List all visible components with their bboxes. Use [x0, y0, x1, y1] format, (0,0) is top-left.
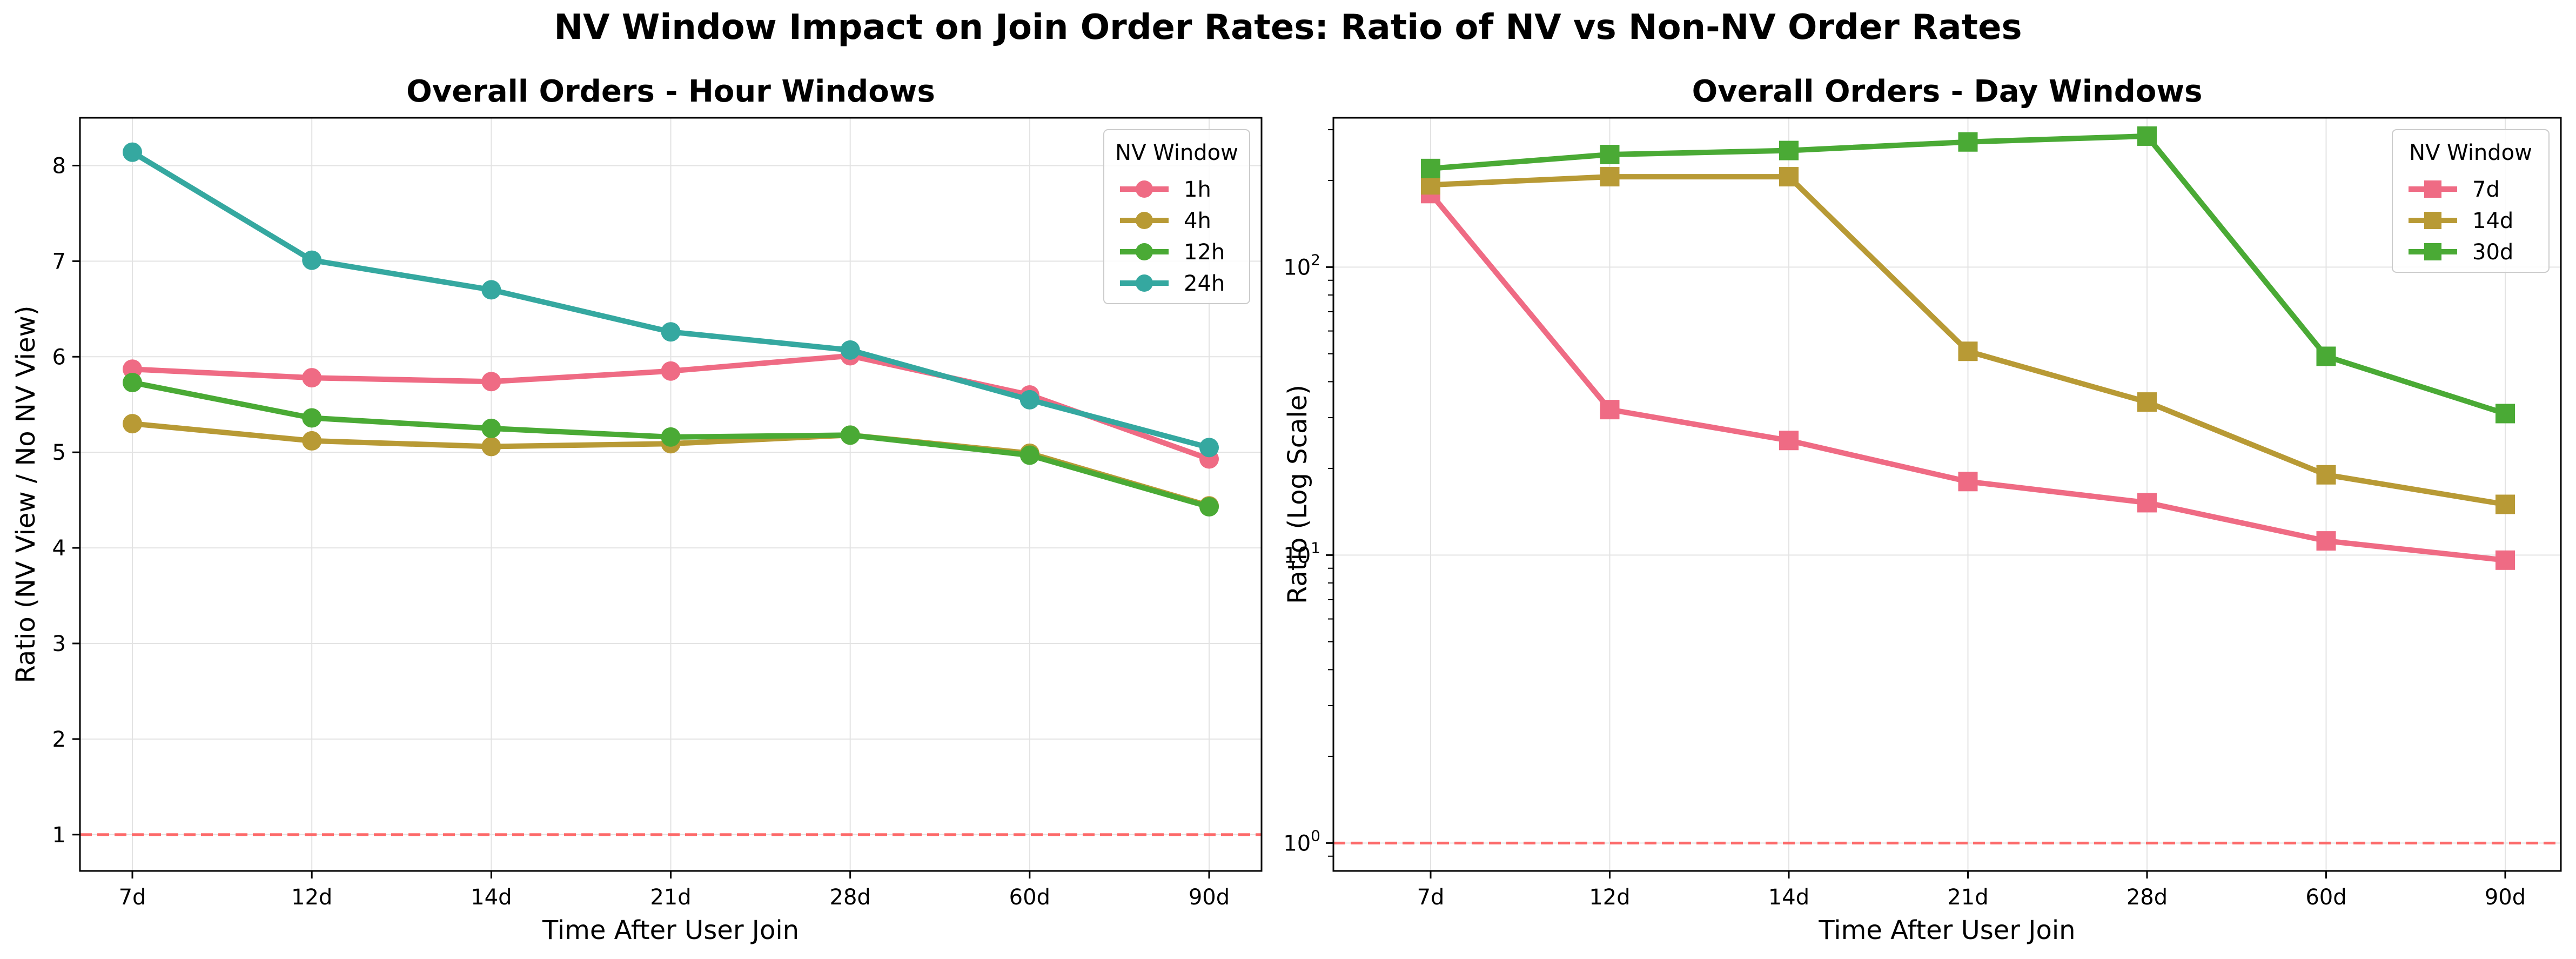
legend-marker-7d [2424, 180, 2441, 198]
y-tick-label: 101 [1283, 539, 1320, 568]
legend-marker-30d [2424, 243, 2441, 260]
data-point-30d [1421, 158, 1440, 178]
y-tick-label: 2 [52, 727, 66, 752]
data-point-14d [2316, 465, 2336, 485]
data-point-24h [1199, 438, 1219, 458]
x-tick-label: 60d [1009, 885, 1050, 910]
data-point-12h [302, 408, 322, 428]
data-point-14d [1779, 167, 1799, 187]
legend-marker-1h [1136, 180, 1153, 198]
data-point-14d [2137, 392, 2157, 412]
legend-box [1103, 129, 1250, 304]
y-tick-label: 6 [52, 345, 66, 370]
data-point-24h [123, 142, 142, 162]
y-tick-label: 1 [52, 823, 66, 848]
legend: NV Window 7d 14d 30d [2392, 129, 2550, 273]
x-tick-label: 90d [2485, 885, 2526, 910]
y-tick-label: 7 [52, 249, 66, 274]
legend-label-30d: 30d [2472, 240, 2513, 265]
x-tick-label: 14d [1768, 885, 1809, 910]
legend-title: NV Window [2409, 140, 2532, 165]
subplot-title: Overall Orders - Hour Windows [406, 74, 935, 109]
x-tick-label: 90d [1189, 885, 1230, 910]
data-point-24h [481, 280, 501, 300]
data-point-14d [1600, 167, 1620, 187]
subplot-title: Overall Orders - Day Windows [1692, 74, 2203, 109]
data-point-12h [1019, 445, 1039, 465]
data-point-12h [481, 418, 501, 438]
legend: NV Window 1h 4h 12h 24h [1103, 129, 1250, 304]
y-axis-label: Ratio (Log Scale) [1283, 385, 1313, 604]
legend-marker-24h [1136, 274, 1153, 292]
data-point-1h [661, 361, 681, 381]
x-tick-label: 60d [2305, 885, 2346, 910]
legend-label-24h: 24h [1184, 271, 1225, 296]
data-point-4h [123, 414, 142, 434]
x-axis-label: Time After User Join [1818, 915, 2075, 945]
legend-label-12h: 12h [1184, 240, 1225, 265]
data-point-12h [840, 425, 860, 445]
x-tick-label: 12d [1589, 885, 1630, 910]
y-tick-label: 3 [52, 632, 66, 656]
legend-marker-4h [1136, 212, 1153, 229]
data-point-1h [481, 372, 501, 392]
plot-frame [1332, 117, 2562, 872]
x-tick-label: 7d [1417, 885, 1445, 910]
x-tick-label: 14d [471, 885, 512, 910]
figure-title: NV Window Impact on Join Order Rates: Ra… [554, 8, 2022, 48]
legend-label-7d: 7d [2472, 177, 2500, 202]
data-point-30d [1779, 140, 1799, 160]
legend-marker-12h [1136, 243, 1153, 260]
data-point-7d [1779, 431, 1799, 451]
data-point-4h [481, 437, 501, 457]
data-point-12h [1199, 497, 1219, 517]
legend-label-1h: 1h [1184, 177, 1211, 202]
data-point-1h [123, 359, 142, 379]
y-tick-label: 5 [52, 440, 66, 465]
y-tick-label: 4 [52, 536, 66, 561]
y-tick-label: 8 [52, 153, 66, 178]
x-tick-label: 21d [1947, 885, 1988, 910]
data-point-30d [2137, 126, 2157, 146]
y-axis-label: Ratio (NV View / No NV View) [11, 306, 41, 683]
legend-box [2392, 129, 2550, 273]
data-point-7d [2137, 493, 2157, 513]
x-tick-label: 7d [119, 885, 146, 910]
data-point-24h [840, 340, 860, 360]
legend-title: NV Window [1115, 140, 1238, 165]
chart-day-windows: 7d 12d 14d 21d 28d 60d 90d 100 101 102 Overall Ord… [1283, 74, 2562, 945]
x-tick-label: 12d [291, 885, 332, 910]
data-point-24h [661, 322, 681, 342]
x-axis-label: Time After User Join [542, 915, 799, 945]
data-point-12h [661, 427, 681, 447]
x-tick-label: 28d [2126, 885, 2168, 910]
data-point-14d [1421, 175, 1440, 195]
data-point-14d [2496, 494, 2515, 514]
chart-hour-windows: 7d 12d 14d 21d 28d 60d 90d 1 2 3 4 5 6 7 8 Overall Orde… [11, 74, 1263, 945]
data-point-12h [123, 373, 142, 393]
legend-marker-14d [2424, 212, 2441, 229]
data-point-24h [302, 250, 322, 270]
data-point-7d [2496, 550, 2515, 570]
data-point-1h [302, 368, 322, 388]
x-tick-label: 21d [650, 885, 691, 910]
data-point-7d [1958, 472, 1978, 492]
y-tick-label: 100 [1283, 827, 1320, 856]
data-point-24h [1019, 390, 1039, 410]
legend-label-4h: 4h [1184, 209, 1211, 233]
data-point-30d [2496, 404, 2515, 424]
data-point-4h [302, 431, 322, 451]
data-point-7d [1600, 400, 1620, 420]
y-tick-label: 102 [1283, 251, 1320, 280]
data-point-30d [1600, 144, 1620, 164]
data-point-30d [1958, 132, 1978, 152]
data-point-30d [2316, 346, 2336, 366]
data-point-7d [2316, 531, 2336, 551]
x-tick-label: 28d [830, 885, 871, 910]
data-point-14d [1958, 341, 1978, 361]
legend-label-14d: 14d [2472, 209, 2513, 233]
